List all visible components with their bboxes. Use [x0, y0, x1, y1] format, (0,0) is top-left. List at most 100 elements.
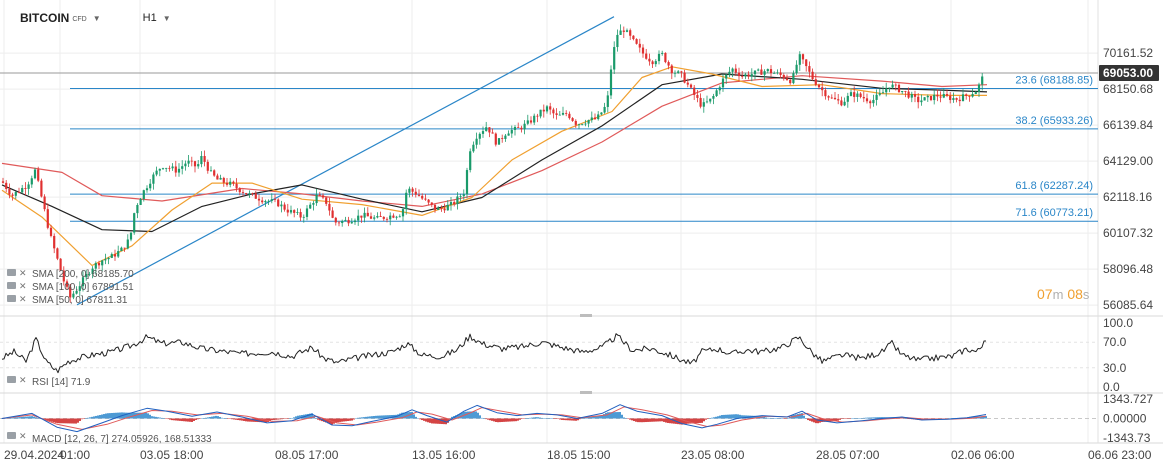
candle-body — [661, 52, 664, 54]
macd-histogram-bar — [377, 415, 379, 419]
candle-body — [120, 247, 123, 252]
macd-histogram-bar — [451, 416, 453, 419]
sma-200-line — [1, 75, 988, 207]
macd-histogram-bar — [35, 417, 37, 419]
timeframe-chevron-down-icon[interactable]: ▼ — [162, 13, 171, 23]
candle-body — [696, 94, 699, 98]
candle-body — [325, 197, 328, 204]
candle-body — [17, 191, 21, 193]
symbol-chevron-down-icon[interactable]: ▼ — [92, 13, 101, 23]
indicator-settings-icon[interactable] — [7, 282, 16, 289]
candle-body — [702, 102, 705, 107]
macd-histogram-bar — [413, 414, 415, 419]
candle-body — [741, 76, 744, 77]
macd-histogram-bar — [611, 412, 613, 419]
macd-histogram-bar — [341, 418, 343, 422]
macd-histogram-bar — [803, 415, 805, 419]
macd-histogram-bar — [489, 418, 491, 421]
candle-body — [625, 30, 629, 32]
candle-body — [869, 101, 872, 104]
macd-close-icon[interactable]: ✕ — [19, 431, 27, 441]
macd-histogram-bar — [281, 418, 283, 420]
macd-histogram-bar — [91, 416, 93, 419]
rsi-axis-tick: 30.0 — [1103, 361, 1127, 375]
candle-body — [379, 216, 382, 217]
candle-body — [721, 78, 725, 88]
pane-resize-handle[interactable] — [580, 314, 592, 317]
macd-histogram-bar — [687, 418, 689, 424]
macd-histogram-bar — [383, 415, 385, 419]
candle-body — [1, 181, 5, 183]
candle-body — [27, 184, 30, 189]
rsi-pane[interactable] — [0, 333, 1098, 374]
macd-histogram-bar — [659, 418, 661, 422]
macd-histogram-bar — [387, 415, 389, 419]
macd-histogram-bar — [743, 415, 745, 419]
macd-histogram-bar — [195, 418, 197, 420]
macd-histogram-bar — [239, 418, 241, 421]
candle-body — [632, 35, 635, 40]
macd-histogram-bar — [441, 418, 443, 425]
indicator-close-icon[interactable]: ✕ — [19, 268, 27, 278]
timeframe-selector[interactable]: H1 — [142, 12, 157, 24]
macd-histogram-bar — [567, 418, 569, 421]
candle-body — [376, 216, 379, 218]
candle-body — [491, 132, 494, 134]
macd-histogram-bar — [713, 417, 715, 419]
rsi-close-icon[interactable]: ✕ — [19, 375, 27, 385]
macd-histogram-bar — [857, 418, 859, 419]
candle-body — [488, 127, 491, 133]
macd-histogram-bar — [431, 418, 433, 424]
sma-indicator-label: SMA [50, 0] 67811.31 — [32, 295, 128, 306]
candle-body — [75, 290, 78, 294]
indicator-close-icon[interactable]: ✕ — [19, 294, 27, 304]
macd-histogram-bar — [177, 418, 179, 421]
macd-histogram-bar — [93, 416, 95, 419]
candle-body — [152, 174, 155, 184]
candle-body — [424, 198, 427, 200]
candle-body — [209, 170, 213, 172]
macd-histogram-bar — [487, 418, 489, 420]
candle-body — [78, 286, 81, 291]
candle-body — [264, 201, 267, 203]
macd-histogram-bar — [127, 412, 129, 419]
macd-settings-icon[interactable] — [7, 432, 16, 439]
macd-histogram-bar — [619, 412, 621, 419]
macd-histogram-bar — [905, 418, 907, 419]
candle-body — [942, 94, 945, 98]
indicator-close-icon[interactable]: ✕ — [19, 281, 27, 291]
macd-histogram-bar — [595, 416, 597, 419]
pane-resize-handle[interactable] — [580, 391, 592, 394]
symbol-label[interactable]: BITCOIN — [20, 11, 70, 25]
candle-body — [117, 251, 120, 257]
candle-body — [123, 247, 126, 249]
macd-histogram-bar — [773, 418, 775, 419]
candle-body — [293, 210, 296, 213]
candle-body — [897, 84, 901, 93]
trendline[interactable] — [76, 16, 615, 306]
candle-body — [529, 120, 533, 123]
macd-histogram-bar — [737, 414, 739, 419]
candle-body — [715, 90, 718, 97]
price-pane[interactable]: 23.6 (68188.85) 38.2 (65933.26) 61.8 (6228… — [0, 16, 1098, 306]
candle-body — [827, 96, 830, 98]
macd-histogram-bar — [343, 418, 345, 422]
indicator-settings-icon[interactable] — [7, 269, 16, 276]
macd-histogram-bar — [209, 417, 211, 419]
macd-histogram-bar — [647, 418, 649, 422]
macd-histogram-bar — [243, 418, 245, 421]
macd-histogram-bar — [399, 413, 401, 419]
macd-histogram-bar — [261, 418, 263, 423]
macd-histogram-bar — [511, 418, 513, 422]
indicator-settings-icon[interactable] — [7, 295, 16, 302]
candle-body — [856, 93, 859, 97]
candle-body — [200, 156, 203, 165]
macd-histogram-bar — [551, 418, 553, 419]
candle-body — [779, 72, 782, 75]
macd-histogram-bar — [881, 417, 883, 419]
candle-body — [273, 199, 277, 200]
macd-histogram-bar — [271, 418, 273, 421]
macd-pane[interactable] — [0, 404, 1098, 433]
rsi-settings-icon[interactable] — [7, 376, 16, 383]
